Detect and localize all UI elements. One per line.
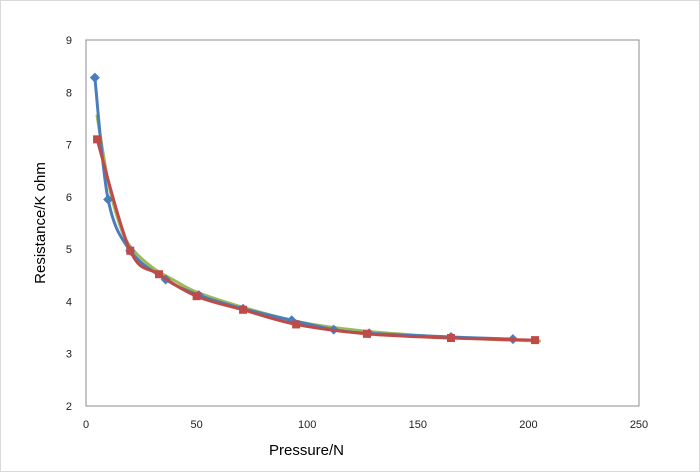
y-axis-title: Resistance/K ohm — [32, 162, 49, 284]
y-tick-label: 8 — [66, 87, 72, 99]
data-point-diamond — [103, 194, 114, 205]
x-tick-label: 0 — [83, 419, 89, 431]
x-tick-label: 100 — [298, 419, 316, 431]
y-tick-label: 4 — [66, 296, 72, 308]
x-tick-label: 200 — [519, 419, 537, 431]
data-point-diamond — [89, 72, 100, 83]
data-point-square — [192, 292, 201, 301]
data-point-square — [446, 334, 455, 343]
data-point-square — [362, 329, 371, 338]
series-layer — [89, 72, 541, 345]
data-point-square — [292, 320, 301, 329]
y-tick-label: 3 — [66, 349, 72, 361]
data-point-square — [154, 270, 163, 279]
plot-area — [85, 39, 640, 407]
x-tick-label: 50 — [190, 419, 202, 431]
y-tick-label: 6 — [66, 192, 72, 204]
y-tick-label: 2 — [66, 401, 72, 413]
y-axis-ticks: 2 3 4 5 6 7 8 9 — [66, 35, 72, 413]
series-2 — [93, 135, 540, 345]
data-point-square — [239, 305, 248, 314]
x-tick-label: 250 — [630, 419, 648, 431]
x-tick-label: 150 — [409, 419, 427, 431]
data-point-square — [93, 135, 102, 144]
x-axis-title: Pressure/N — [269, 442, 344, 459]
x-axis-ticks: 0 50 100 150 200 250 — [83, 419, 648, 431]
data-point-square — [126, 246, 135, 255]
y-tick-label: 5 — [66, 244, 72, 256]
y-tick-label: 9 — [66, 35, 72, 47]
data-point-square — [531, 336, 540, 345]
y-tick-label: 7 — [66, 140, 72, 152]
